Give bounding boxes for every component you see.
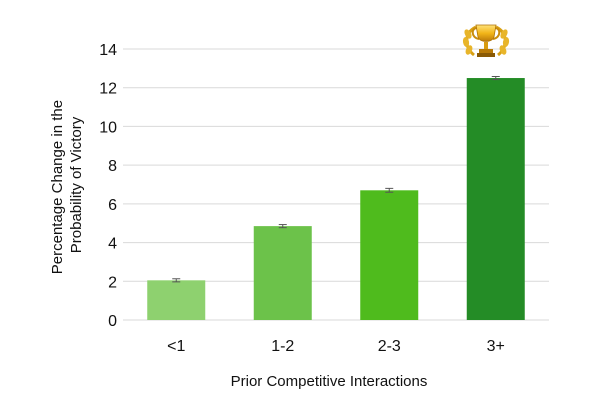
- bars: [147, 75, 525, 321]
- bar-1: [253, 226, 312, 320]
- y-tick-label: 12: [99, 81, 117, 98]
- x-tick-label: 2-3: [378, 338, 401, 355]
- y-tick-label: 8: [108, 158, 117, 175]
- y-tick-label: 14: [99, 42, 117, 59]
- y-tick-label: 4: [108, 236, 117, 253]
- x-tick-label: 1-2: [271, 338, 294, 355]
- bar-0: [147, 280, 206, 320]
- trophy-icon: [462, 24, 510, 57]
- x-tick-label: 3+: [487, 338, 505, 355]
- y-tick-label: 2: [108, 274, 117, 291]
- y-tick-label: 0: [108, 313, 117, 330]
- bar-3: [466, 78, 525, 321]
- bar-2: [360, 190, 419, 320]
- x-axis-title: Prior Competitive Interactions: [231, 373, 428, 390]
- y-tick-label: 6: [108, 197, 117, 214]
- y-tick-label: 10: [99, 119, 117, 136]
- x-tick-label: <1: [167, 338, 185, 355]
- y-axis-title-line-1: Percentage Change in the: [49, 100, 66, 274]
- tick-labels: 0 2 4 6 8 10 12 14 <1 1-2 2-3 3+: [99, 42, 505, 355]
- y-axis-title-line-2: Probability of Victory: [68, 116, 85, 253]
- y-axis-title: Percentage Change in the Probability of …: [49, 96, 85, 274]
